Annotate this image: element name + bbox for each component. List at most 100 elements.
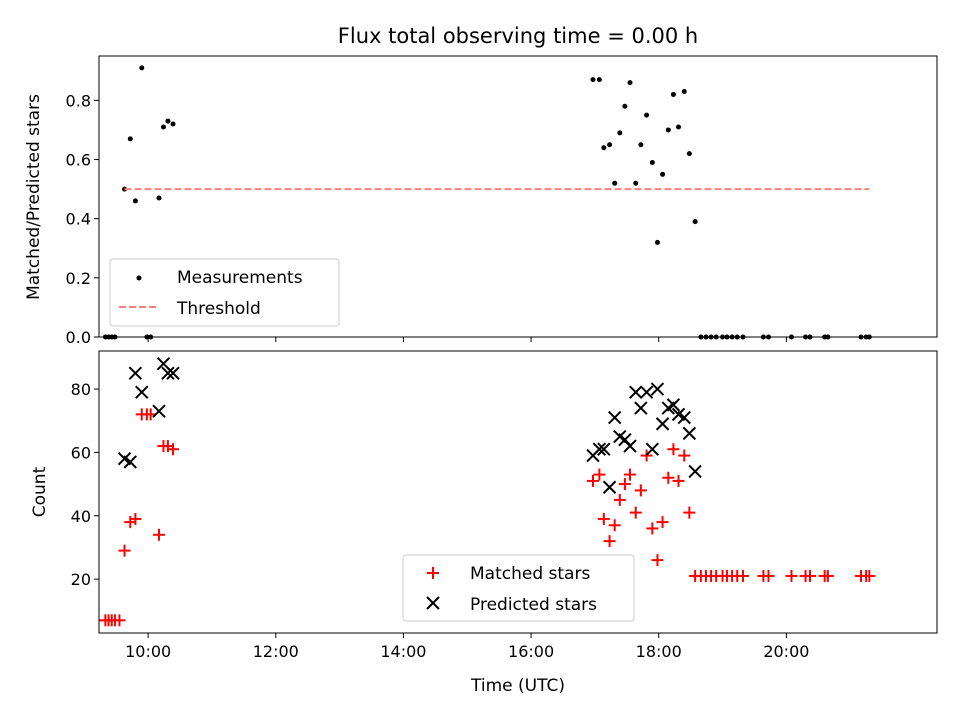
bottom-y-tick-label: 60 — [71, 443, 91, 462]
matched-star-point — [803, 569, 816, 582]
x-axis-label: Time (UTC) — [470, 676, 565, 696]
matched-star-point — [113, 614, 126, 627]
x-b — [655, 417, 670, 431]
predicted-star-point — [655, 417, 670, 431]
measurement-point — [156, 195, 162, 201]
predicted-star-point — [123, 455, 137, 469]
measurement-point — [654, 239, 660, 245]
bottom-legend: Matched stars Predicted stars — [402, 554, 635, 622]
x-b — [602, 480, 617, 494]
bottom-y-tick-label: 20 — [71, 570, 91, 589]
predicted-star-point — [682, 426, 697, 441]
matched-star-point — [683, 506, 696, 519]
x-b — [677, 410, 691, 425]
matched-star-point — [634, 484, 647, 497]
measurement-point — [607, 142, 613, 148]
measurement-point — [127, 136, 133, 142]
matched-star-point — [603, 535, 616, 548]
top-panel: 0.0 0.2 0.4 0.6 0.8 — [66, 55, 938, 347]
matched-star-point — [597, 512, 610, 525]
x-tick-label: 12:00 — [253, 642, 299, 661]
predicted-star-point — [161, 366, 175, 380]
measurement-point — [590, 77, 596, 83]
top-y-tick-label: 0.4 — [66, 210, 91, 229]
predicted-star-point — [128, 366, 143, 380]
top-legend-box — [109, 258, 340, 327]
measurement-point — [670, 91, 676, 97]
x-b — [117, 452, 132, 466]
matched-star-point — [624, 468, 637, 481]
measurement-point — [633, 180, 639, 186]
x-b — [671, 407, 686, 422]
measurement-point — [627, 80, 633, 86]
predicted-star-point — [592, 442, 607, 456]
legend-predicted-label: Predicted stars — [470, 595, 597, 615]
top-y-tick-label: 0.6 — [66, 151, 91, 170]
measurement-point — [686, 151, 692, 157]
bottom-axes-frame — [98, 350, 938, 634]
top-legend: Measurements Threshold — [109, 258, 340, 327]
x-tick-label: 20:00 — [763, 642, 809, 661]
predicted-star-point — [152, 404, 166, 418]
measurement-point — [617, 130, 623, 136]
top-y-tick-label: 0.2 — [66, 269, 91, 288]
top-y-axis-label: Matched/Predicted stars — [24, 94, 44, 300]
x-b — [592, 442, 607, 456]
measurement-point — [160, 124, 166, 130]
measurement-point — [681, 88, 687, 94]
x-tick-label: 14:00 — [380, 642, 426, 661]
matched-star-point — [152, 528, 165, 541]
predicted-star-point — [677, 410, 691, 425]
matched-star-point — [667, 443, 680, 456]
measurement-point — [692, 219, 698, 225]
measurement-point — [596, 77, 602, 83]
x-b — [607, 410, 622, 425]
predicted-star-point — [607, 410, 622, 425]
x-b — [639, 385, 654, 399]
measurement-point — [665, 127, 671, 133]
matched-star-point — [640, 449, 653, 462]
x-tick-label: 16:00 — [508, 642, 554, 661]
matched-star-point — [736, 569, 749, 582]
measurement-point — [660, 171, 666, 177]
legend-threshold-label: Threshold — [176, 299, 261, 319]
matched-star-point — [678, 449, 691, 462]
predicted-star-point — [166, 366, 180, 380]
measurement-point — [644, 112, 650, 118]
matched-star-point — [662, 471, 675, 484]
measurement-point — [622, 103, 628, 109]
matched-star-point — [863, 569, 876, 582]
x-b — [128, 366, 143, 380]
predicted-star-point — [650, 382, 665, 396]
bottom-y-tick-label: 40 — [71, 507, 91, 526]
matched-star-point — [593, 468, 606, 481]
top-y-tick-label: 0.8 — [66, 91, 91, 110]
predicted-star-point — [597, 442, 611, 456]
bottom-y-tick-label: 80 — [71, 380, 91, 399]
x-b — [688, 464, 702, 479]
x-b — [613, 429, 627, 444]
measurement-point — [601, 145, 607, 151]
matched-star-point — [129, 512, 142, 525]
x-b — [152, 404, 166, 418]
chart-title: Flux total observing time = 0.00 h — [338, 24, 698, 48]
measurement-point — [139, 65, 145, 71]
x-b — [156, 356, 171, 371]
matched-star-point — [608, 519, 621, 532]
measurement-point — [132, 198, 138, 204]
matched-star-point — [672, 474, 685, 487]
x-b — [123, 455, 137, 469]
matched-star-point — [821, 569, 834, 582]
legend-predicted-marker — [426, 596, 440, 610]
predicted-star-point — [666, 398, 681, 412]
matched-star-point — [656, 516, 669, 529]
predicted-star-point — [602, 480, 617, 494]
bottom-panel: 20 40 60 80 10:00 12:00 14:00 16:00 18:00 20:00 — [71, 350, 938, 661]
x-b — [682, 426, 697, 441]
matched-star-point — [618, 478, 631, 491]
x-b — [629, 385, 643, 399]
predicted-star-point — [623, 439, 637, 453]
matched-star-point — [586, 474, 599, 487]
predicted-star-point — [634, 401, 648, 415]
x-b — [623, 439, 637, 453]
